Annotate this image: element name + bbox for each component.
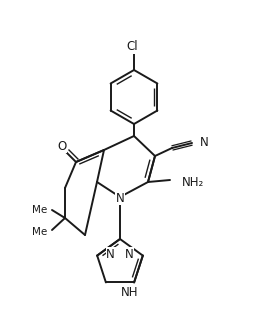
Text: N: N <box>106 248 115 261</box>
Text: NH₂: NH₂ <box>182 176 204 189</box>
Text: N: N <box>200 135 209 148</box>
Text: NH: NH <box>121 286 139 299</box>
Text: N: N <box>125 248 134 261</box>
Text: O: O <box>57 139 67 152</box>
Text: Cl: Cl <box>126 41 138 54</box>
Text: Me: Me <box>32 205 48 215</box>
Text: Me: Me <box>32 227 48 237</box>
Text: N: N <box>116 191 124 204</box>
